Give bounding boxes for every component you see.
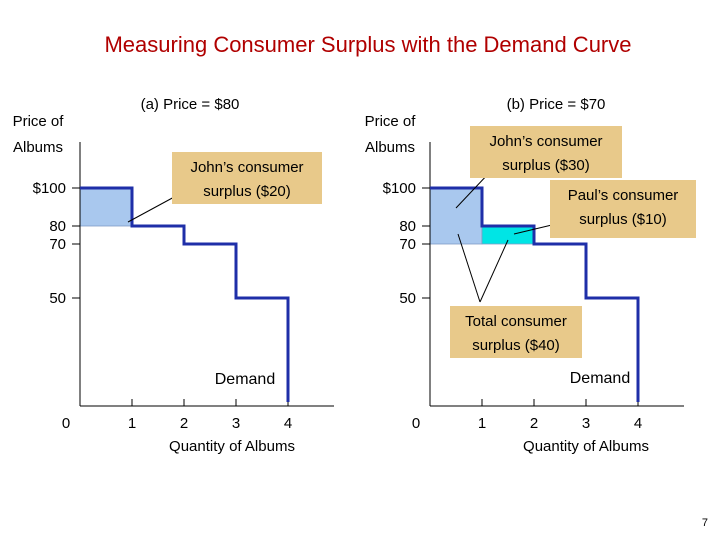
x-tick-label: 0 [62, 415, 70, 432]
y-axis-label: Price of [13, 113, 65, 130]
x-axis-label: Quantity of Albums [523, 438, 649, 455]
callout-text: John’s consumer [489, 133, 602, 150]
demand-curve [80, 186, 290, 402]
y-tick-label: 50 [399, 290, 416, 307]
y-tick-label: 80 [399, 218, 416, 235]
y-axis-label: Albums [13, 139, 63, 156]
x-tick-label: 4 [634, 415, 642, 432]
callout-text: surplus ($10) [579, 211, 667, 228]
callout-text: surplus ($40) [472, 337, 560, 354]
panel-title: (a) Price = $80 [141, 96, 240, 113]
panel-title: (b) Price = $70 [507, 96, 606, 113]
callout-box [470, 126, 622, 178]
y-tick-label: $100 [383, 180, 416, 197]
surplus-area [481, 225, 535, 245]
callout-text: John’s consumer [190, 159, 303, 176]
x-tick-label: 4 [284, 415, 292, 432]
callout-text: Paul’s consumer [568, 187, 679, 204]
callout-box [550, 180, 696, 238]
x-axis-label: Quantity of Albums [169, 438, 295, 455]
callout-leader [127, 195, 177, 223]
x-tick-label: 1 [128, 415, 136, 432]
callout-text: surplus ($20) [203, 183, 291, 200]
callout-text: surplus ($30) [502, 157, 590, 174]
y-axis-label: Price of [365, 113, 417, 130]
y-tick-label: 70 [399, 236, 416, 253]
callout-box [172, 152, 322, 204]
x-tick-label: 3 [582, 415, 590, 432]
y-tick-label: $100 [33, 180, 66, 197]
x-tick-label: 2 [530, 415, 538, 432]
callout-leader [513, 223, 557, 235]
y-tick-label: 80 [49, 218, 66, 235]
y-tick-label: 70 [49, 236, 66, 253]
callout-leader [479, 239, 509, 303]
x-tick-label: 1 [478, 415, 486, 432]
callout-text: Total consumer [465, 313, 567, 330]
x-tick-label: 3 [232, 415, 240, 432]
demand-label: Demand [570, 370, 630, 387]
y-tick-label: 50 [49, 290, 66, 307]
x-tick-label: 0 [412, 415, 420, 432]
y-axis-label: Albums [365, 139, 415, 156]
x-tick-label: 2 [180, 415, 188, 432]
surplus-area [79, 187, 133, 227]
demand-label: Demand [215, 371, 275, 388]
demand-curve [430, 186, 640, 402]
callout-box [450, 306, 582, 358]
callout-leader [457, 233, 481, 303]
surplus-area [429, 187, 483, 245]
page-number: 7 [702, 517, 708, 529]
slide-title: Measuring Consumer Surplus with the Dema… [104, 32, 631, 57]
